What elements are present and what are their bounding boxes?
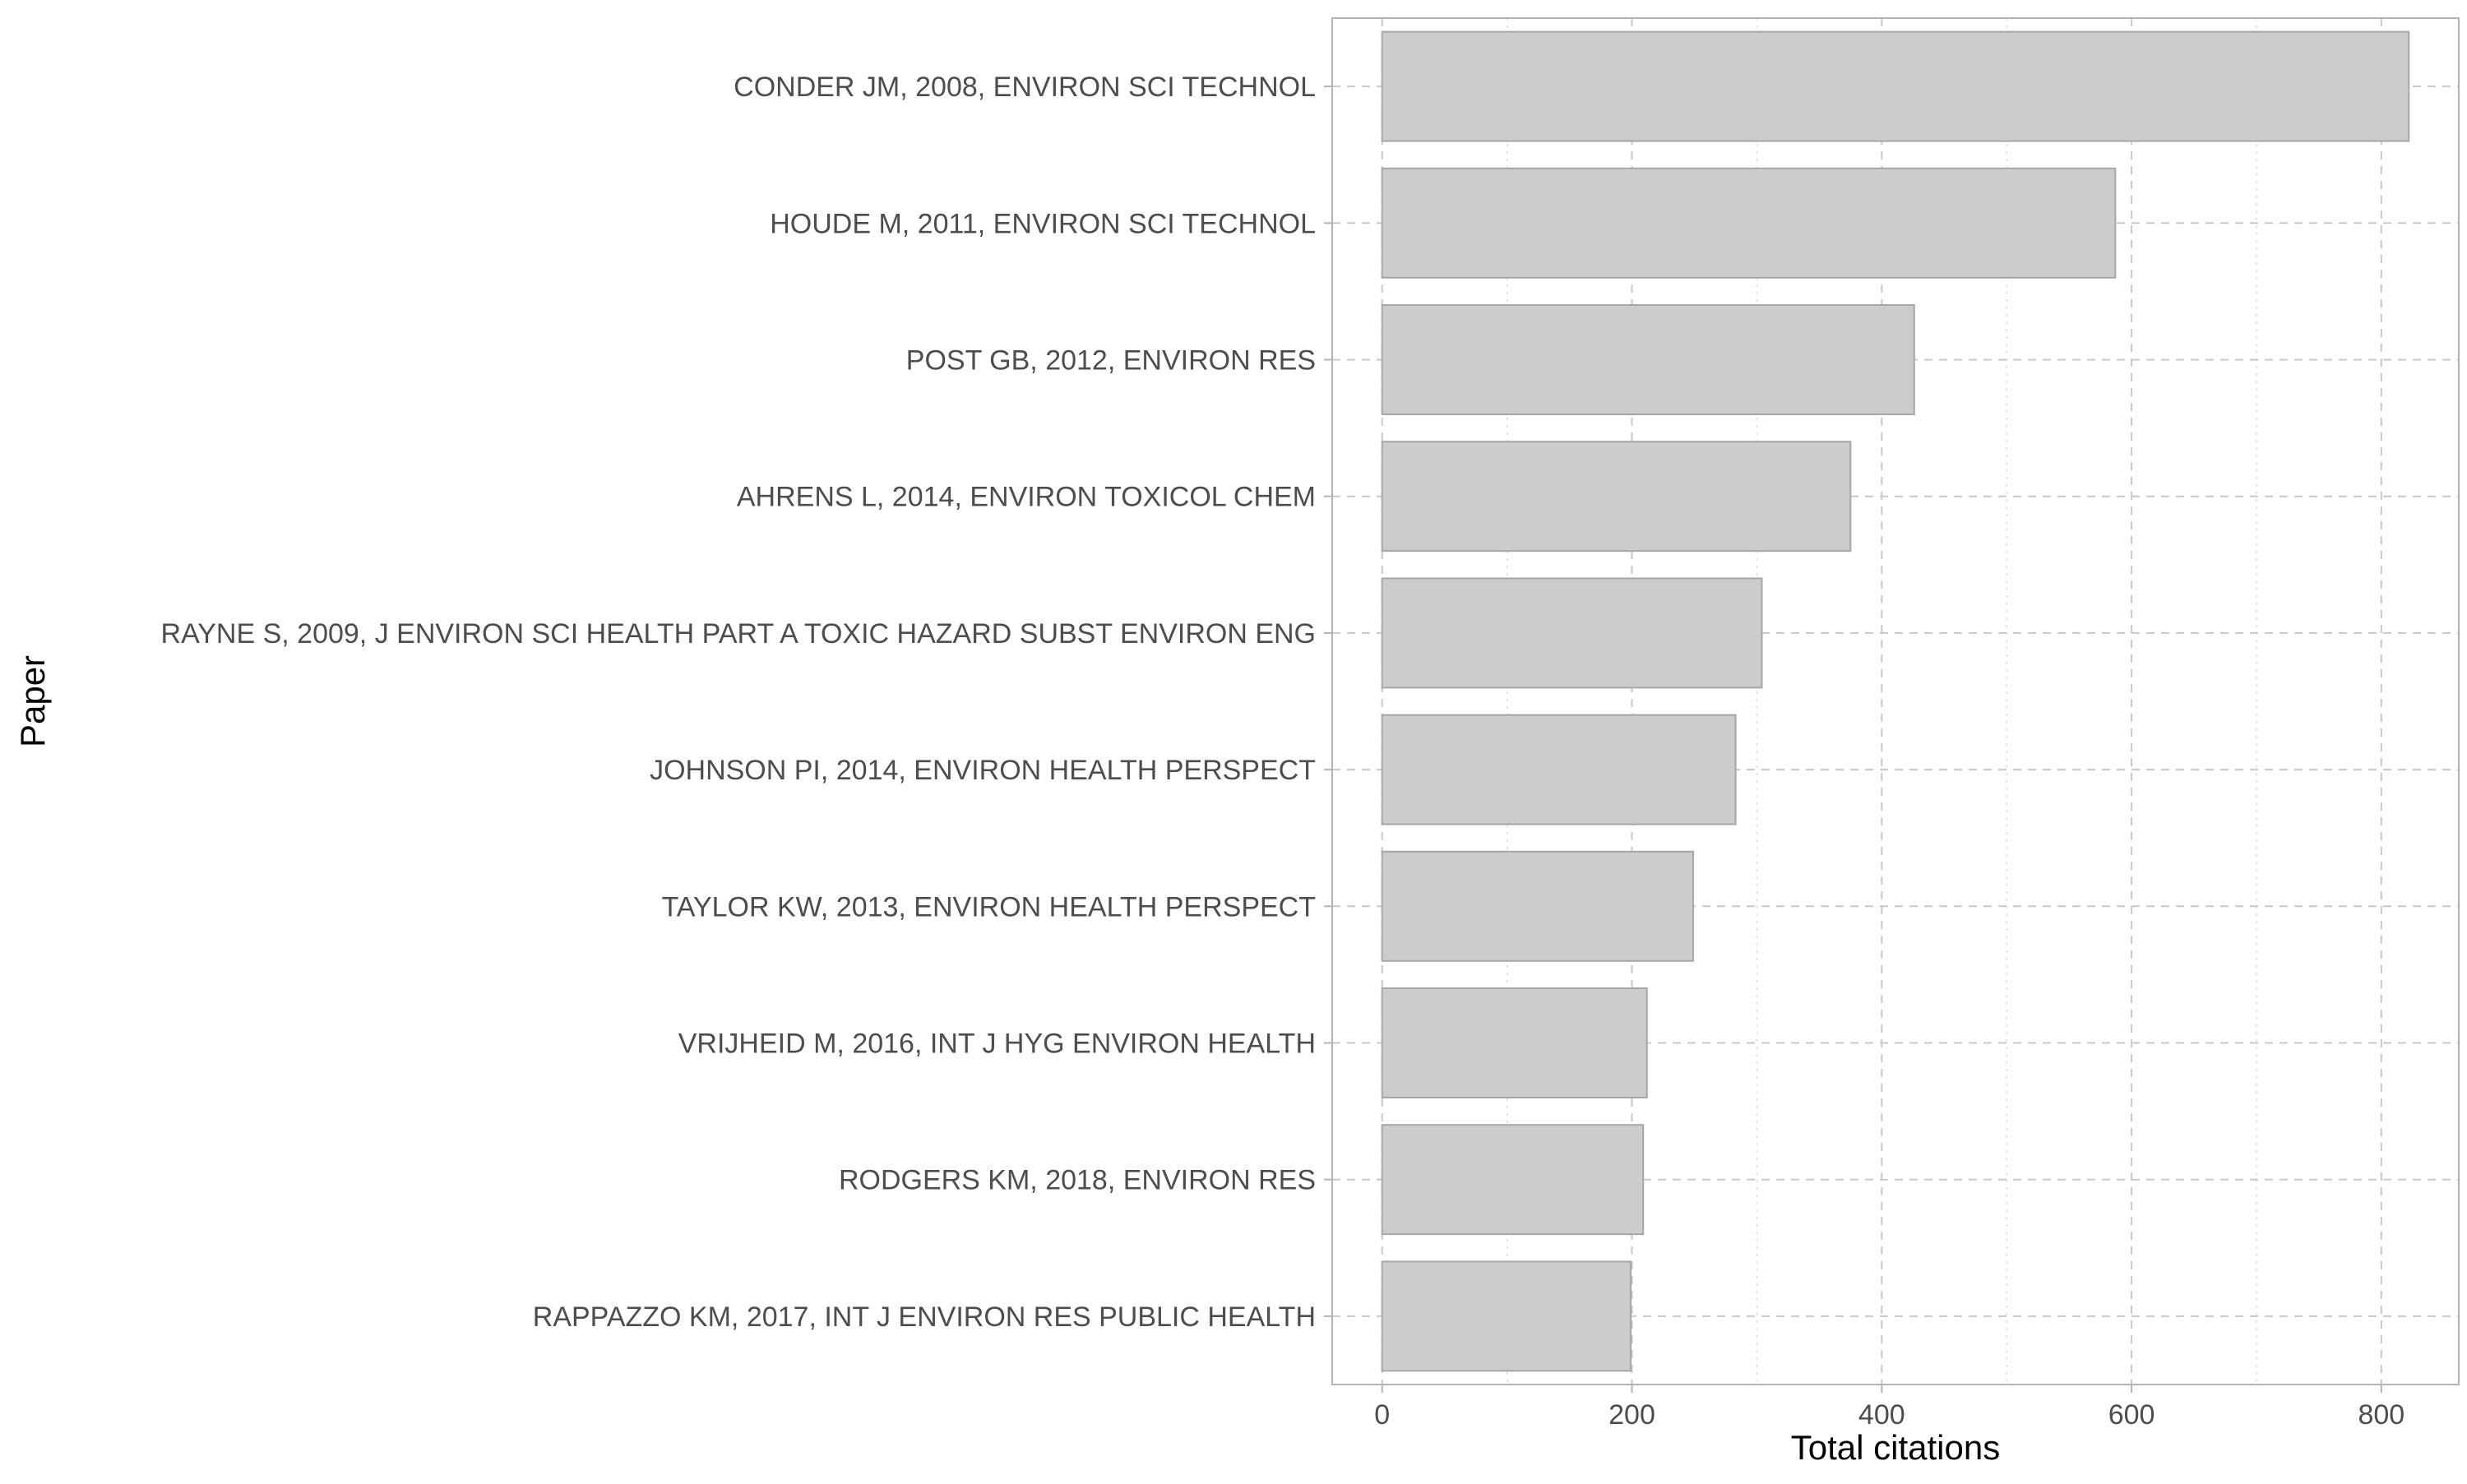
category-label: RAPPAZZO KM, 2017, INT J ENVIRON RES PUB…	[533, 1301, 1316, 1333]
bar	[1381, 987, 1648, 1098]
bar	[1381, 577, 1763, 689]
bar	[1381, 304, 1915, 415]
bar	[1381, 30, 2410, 142]
category-label: VRIJHEID M, 2016, INT J HYG ENVIRON HEAL…	[678, 1029, 1316, 1060]
x-tick-label: 200	[1608, 1399, 1655, 1431]
category-label: CONDER JM, 2008, ENVIRON SCI TECHNOL	[734, 72, 1316, 103]
bar	[1381, 1260, 1632, 1372]
category-label: RAYNE S, 2009, J ENVIRON SCI HEALTH PART…	[161, 618, 1316, 650]
bar	[1381, 850, 1694, 962]
category-label: AHRENS L, 2014, ENVIRON TOXICOL CHEM	[737, 482, 1316, 513]
x-axis-title: Total citations	[1791, 1428, 2000, 1467]
panel-border	[1331, 17, 2460, 1385]
x-axis-ticks: 0 200 400 600 800	[1374, 1385, 2405, 1431]
bar	[1381, 714, 1737, 825]
category-label: POST GB, 2012, ENVIRON RES	[906, 345, 1316, 377]
category-label: TAYLOR KW, 2013, ENVIRON HEALTH PERSPECT	[662, 891, 1316, 922]
category-label: HOUDE M, 2011, ENVIRON SCI TECHNOL	[770, 208, 1316, 239]
x-tick-label: 600	[2108, 1399, 2155, 1431]
bar	[1381, 167, 2117, 279]
x-tick-label: 800	[2358, 1399, 2405, 1431]
y-axis-title: Paper	[13, 655, 52, 747]
x-tick-label: 400	[1858, 1399, 1905, 1431]
bars	[1381, 30, 2410, 1372]
category-label: RODGERS KM, 2018, ENVIRON RES	[839, 1165, 1316, 1196]
category-label: JOHNSON PI, 2014, ENVIRON HEALTH PERSPEC…	[650, 755, 1316, 786]
bar	[1381, 441, 1852, 552]
bar	[1381, 1124, 1645, 1236]
x-tick-label: 0	[1374, 1399, 1390, 1431]
y-axis-ticks: CONDER JM, 2008, ENVIRON SCI TECHNOL HOUD…	[161, 72, 1332, 1333]
